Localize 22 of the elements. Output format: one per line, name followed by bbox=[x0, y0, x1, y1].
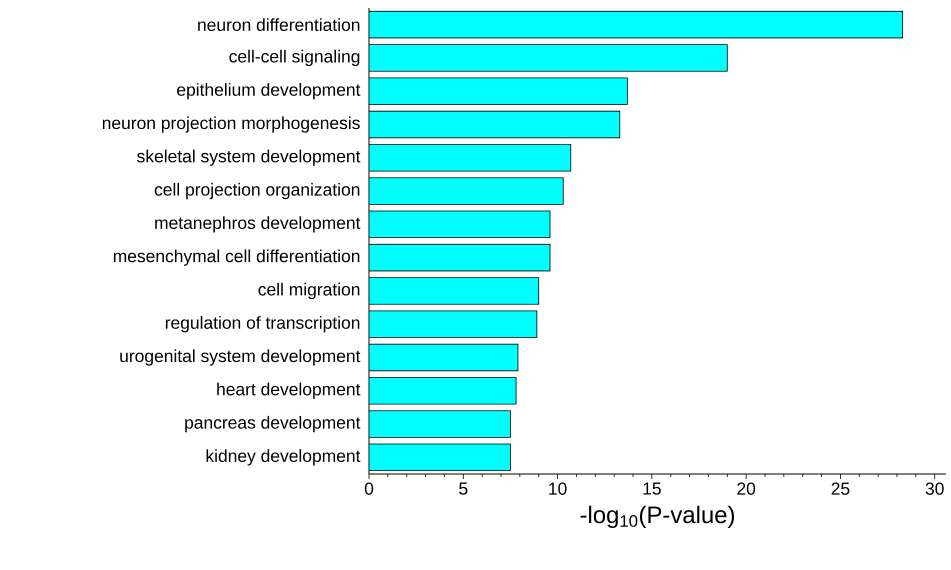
x-tick-label: 15 bbox=[643, 482, 661, 495]
y-tick-label: pancreas development bbox=[185, 416, 360, 432]
y-tick-label: neuron differentiation bbox=[198, 18, 360, 32]
y-tick-label: kidney development bbox=[206, 449, 360, 466]
x-tick-label: 0 bbox=[364, 482, 374, 495]
y-tick-label: metanephros development bbox=[155, 216, 360, 232]
y-tick-label: cell projection organization bbox=[154, 182, 360, 200]
y-tick-label: cell migration bbox=[258, 282, 360, 300]
y-tick-label: heart development bbox=[217, 382, 360, 399]
x-tick-label: 20 bbox=[737, 482, 756, 495]
x-tick-label: 30 bbox=[926, 482, 944, 495]
y-tick-label: cell-cell signaling bbox=[229, 50, 360, 66]
x-tick-label: 10 bbox=[549, 482, 567, 495]
y-tick-label: skeletal system development bbox=[137, 150, 360, 166]
y-tick-label: urogenital system development bbox=[120, 349, 360, 366]
x-tick-label: 5 bbox=[459, 482, 468, 495]
y-tick-label: mesenchymal cell differentiation bbox=[114, 250, 360, 266]
y-tick-label: regulation of transcription bbox=[166, 316, 360, 332]
x-tick-label: 25 bbox=[832, 482, 850, 495]
y-tick-label: neuron projection morphogenesis bbox=[102, 116, 360, 133]
y-tick-label: epithelium development bbox=[177, 83, 360, 100]
x-axis-title: -log$_{10}$(P-value) bbox=[580, 506, 734, 528]
